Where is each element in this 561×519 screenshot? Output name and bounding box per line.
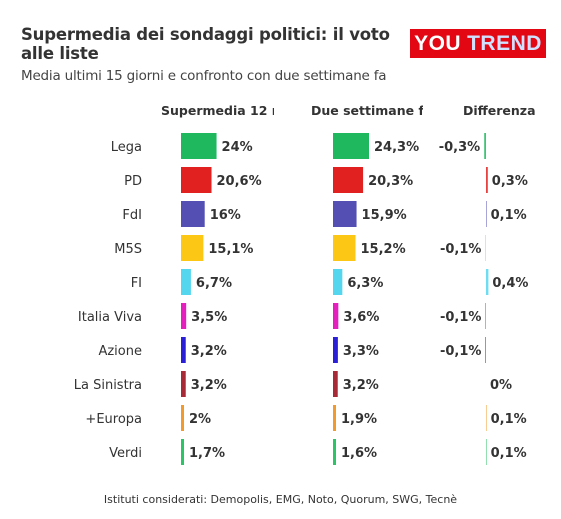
difference-value-label: 0,1% <box>491 208 527 223</box>
difference-bar <box>486 439 487 465</box>
difference-value-label: 0,1% <box>491 446 527 461</box>
current-value-label: 1,7% <box>189 446 225 461</box>
current-bar <box>181 133 217 159</box>
difference-bar <box>486 201 487 227</box>
party-label: M5S <box>114 242 142 257</box>
previous-bar <box>333 235 356 261</box>
difference-value-label: 0,3% <box>492 174 528 189</box>
party-label: Lega <box>111 140 142 155</box>
previous-value-label: 1,9% <box>341 412 377 427</box>
sources-footnote: Istituti considerati: Demopolis, EMG, No… <box>103 493 458 506</box>
difference-bar <box>486 405 487 431</box>
previous-bar <box>333 303 339 329</box>
party-label: FI <box>131 276 142 291</box>
party-label: Italia Viva <box>78 310 142 325</box>
previous-value-label: 3,3% <box>343 344 379 359</box>
previous-value-label: 20,3% <box>368 174 413 189</box>
difference-value-label: -0,1% <box>440 242 481 257</box>
current-bar <box>181 337 186 363</box>
current-value-label: 2% <box>189 412 211 427</box>
current-value-label: 20,6% <box>217 174 262 189</box>
difference-bar <box>486 167 488 193</box>
current-bar <box>181 235 204 261</box>
previous-value-label: 24,3% <box>374 140 419 155</box>
current-bar <box>181 439 184 465</box>
difference-bar <box>486 269 489 295</box>
current-value-label: 24% <box>222 140 253 155</box>
difference-bar <box>484 133 486 159</box>
previous-bar <box>333 269 343 295</box>
current-value-label: 15,1% <box>208 242 253 257</box>
previous-bar <box>333 337 338 363</box>
difference-value-label: 0,1% <box>491 412 527 427</box>
chart-subtitle: Media ultimi 15 giorni e confronto con d… <box>21 68 387 84</box>
youtrend-logo: YOU TREND <box>410 29 546 58</box>
previous-value-label: 15,9% <box>362 208 407 223</box>
difference-value-label: 0% <box>490 378 512 393</box>
current-value-label: 3,2% <box>191 378 227 393</box>
current-bar <box>181 201 205 227</box>
previous-value-label: 3,6% <box>343 310 379 325</box>
difference-value-label: 0,4% <box>492 276 528 291</box>
column-header-current: Supermedia 12 nc <box>161 103 274 118</box>
party-label: +Europa <box>85 412 142 427</box>
previous-value-label: 1,6% <box>341 446 377 461</box>
logo-text-you: YOU <box>414 31 462 55</box>
previous-value-label: 3,2% <box>343 378 379 393</box>
current-bar <box>181 167 212 193</box>
current-bar <box>181 269 191 295</box>
current-value-label: 16% <box>210 208 241 223</box>
previous-value-label: 15,2% <box>361 242 406 257</box>
difference-bar <box>485 303 486 329</box>
previous-bar <box>333 405 336 431</box>
chart-title: Supermedia dei sondaggi politici: il vot… <box>21 25 390 63</box>
current-bar <box>181 371 186 397</box>
current-value-label: 3,2% <box>191 344 227 359</box>
difference-value-label: -0,1% <box>440 344 481 359</box>
current-bar <box>181 303 187 329</box>
difference-value-label: -0,1% <box>440 310 481 325</box>
difference-bar <box>485 337 486 363</box>
party-label: PD <box>124 174 142 189</box>
previous-bar <box>333 371 338 397</box>
difference-value-label: -0,3% <box>439 140 480 155</box>
party-label: Verdi <box>109 446 142 461</box>
previous-bar <box>333 439 336 465</box>
current-value-label: 6,7% <box>196 276 232 291</box>
current-value-label: 3,5% <box>191 310 227 325</box>
previous-value-label: 6,3% <box>347 276 383 291</box>
party-label: La Sinistra <box>74 378 142 393</box>
previous-bar <box>333 201 357 227</box>
logo-text-trend: TREND <box>467 31 542 55</box>
column-header-previous: Due settimane fa <box>311 103 423 118</box>
previous-bar <box>333 133 369 159</box>
difference-bar <box>485 235 486 261</box>
party-label: Azione <box>98 344 142 359</box>
column-header-difference: Differenza <box>463 103 536 118</box>
current-bar <box>181 405 184 431</box>
party-label: FdI <box>122 208 142 223</box>
previous-bar <box>333 167 364 193</box>
